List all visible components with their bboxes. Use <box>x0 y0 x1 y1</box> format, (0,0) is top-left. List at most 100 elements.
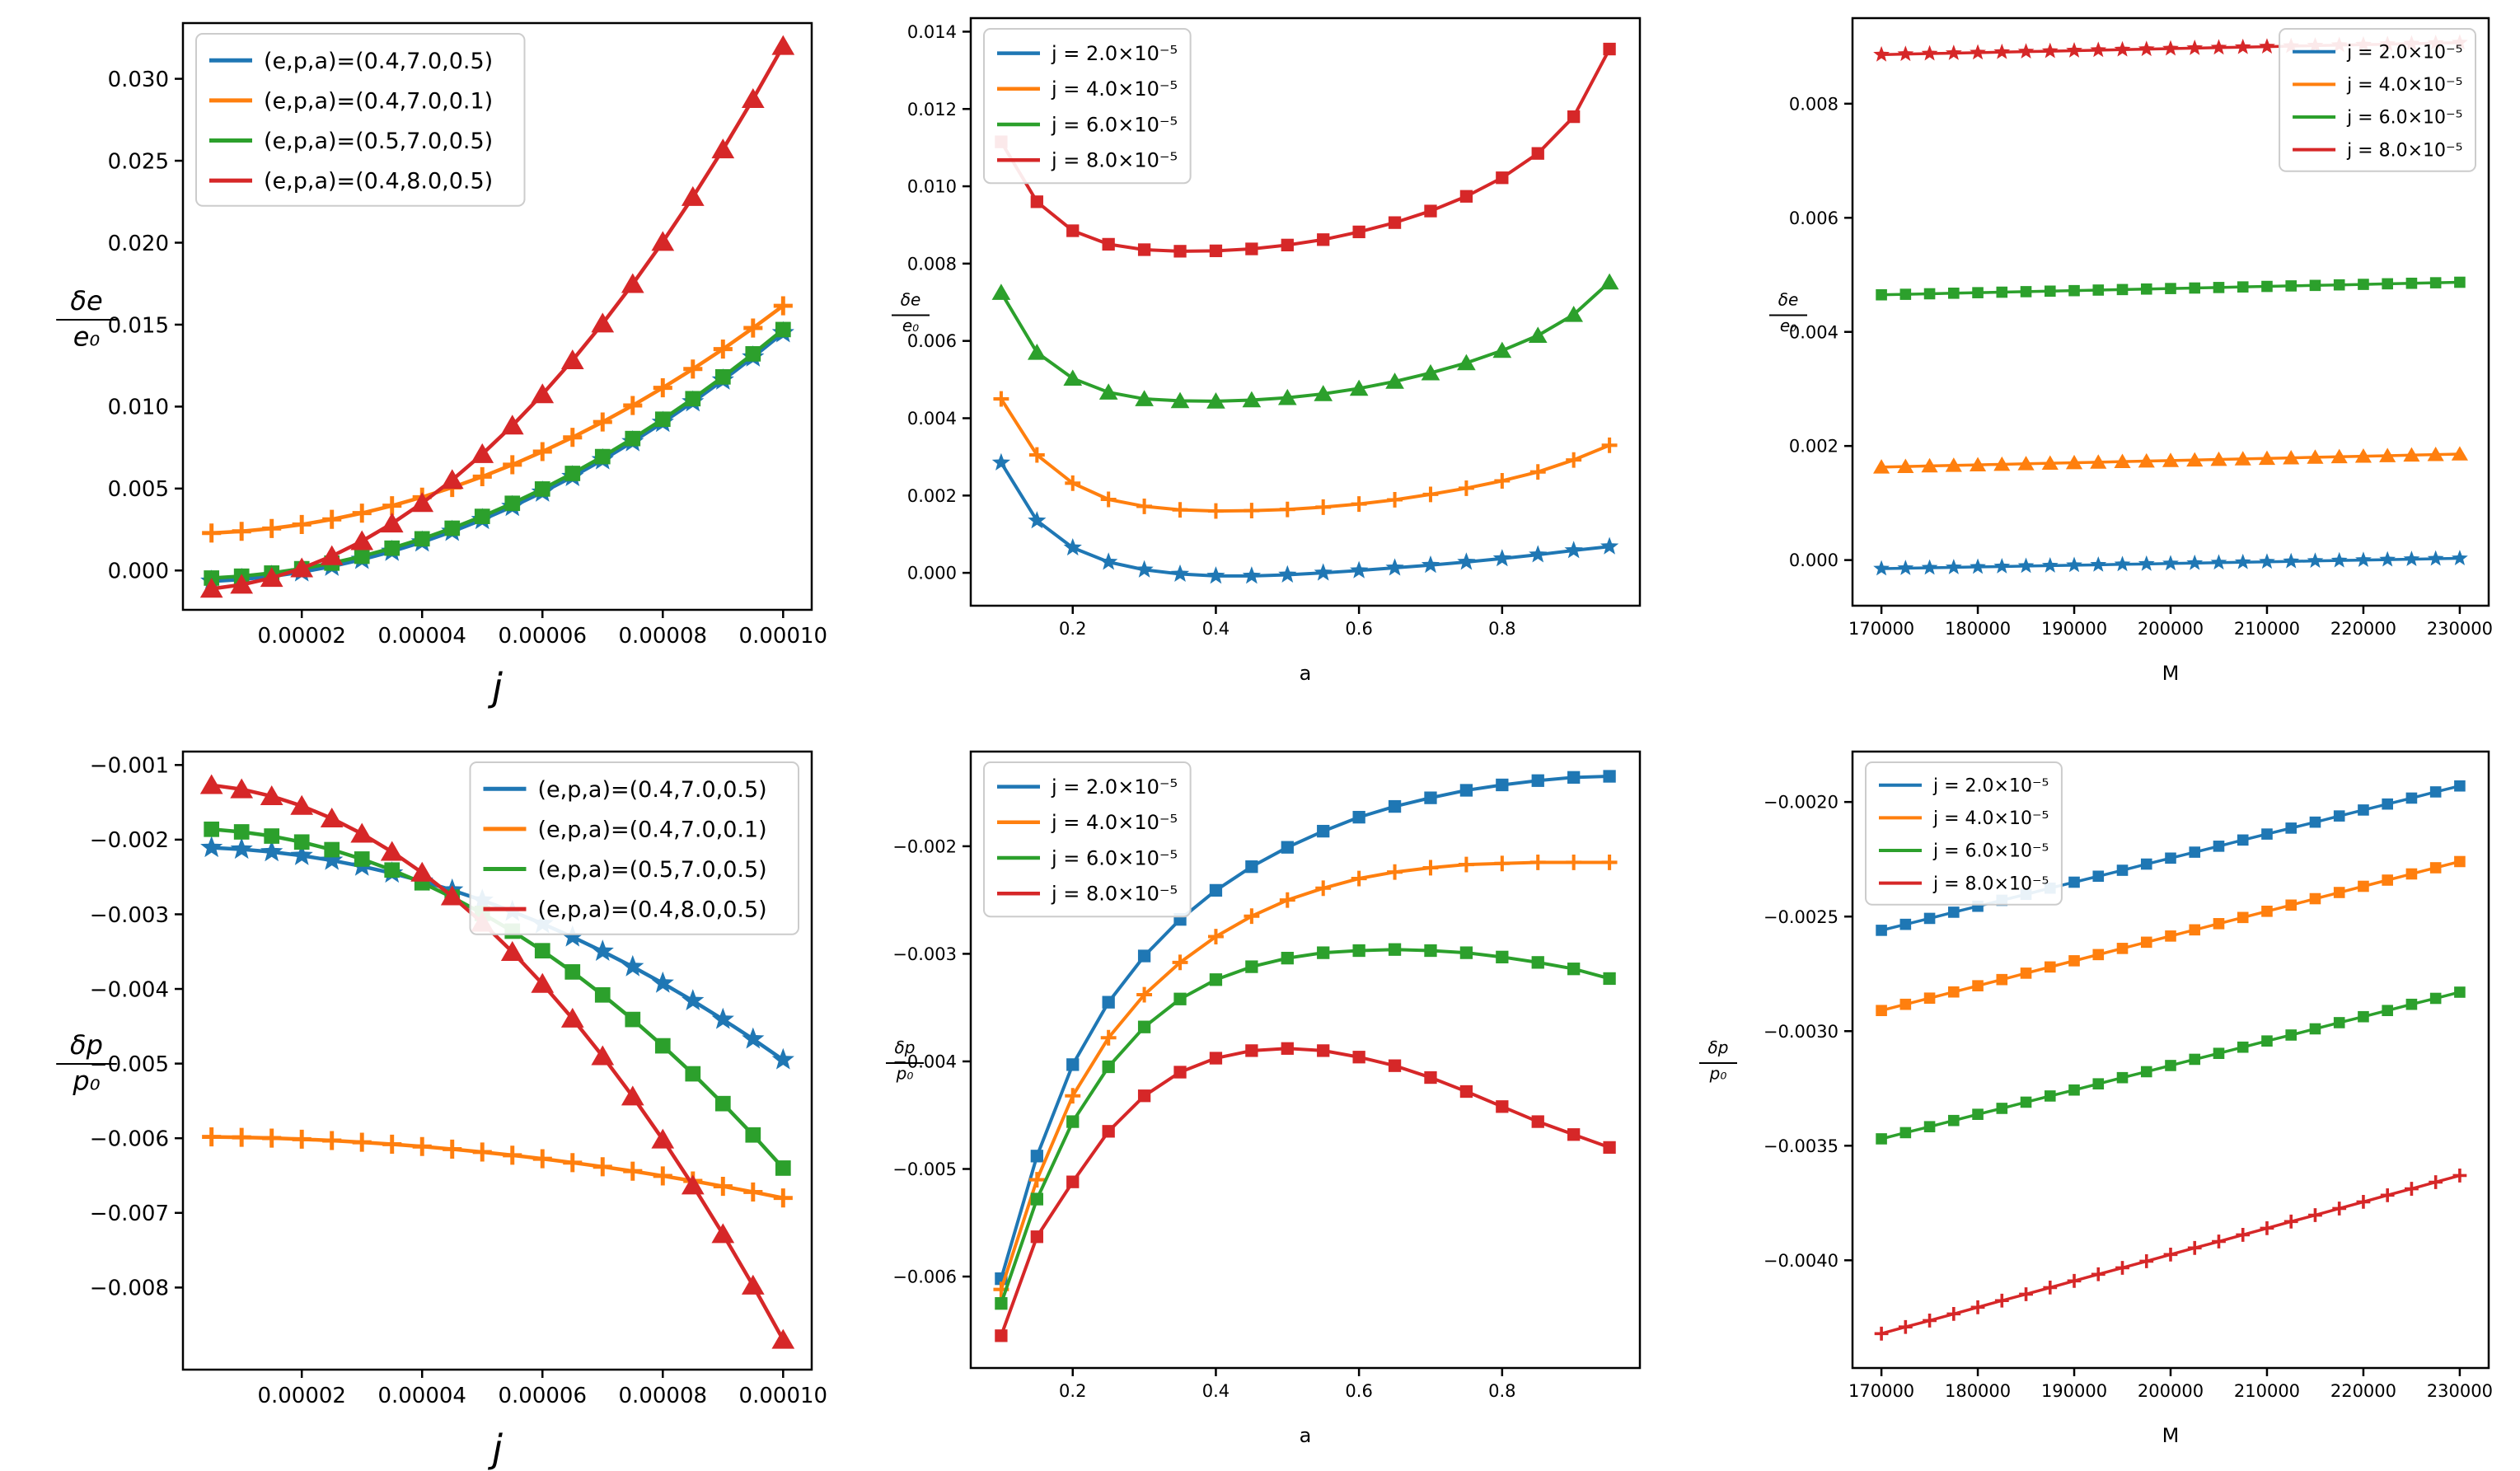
y-axis: 0.000 0.002 0.004 0.006 0.008 0.010 0.012 0.014 <box>907 22 971 583</box>
data-point-marker <box>1065 475 1081 491</box>
data-point-marker <box>1244 908 1260 925</box>
data-point-marker <box>1065 1088 1081 1104</box>
data-point-marker <box>1030 1150 1043 1163</box>
data-point-marker <box>2017 557 2035 574</box>
data-point-marker <box>685 1066 701 1082</box>
data-point-marker <box>1494 473 1511 489</box>
data-point-marker <box>1897 45 1914 62</box>
data-point-marker <box>2358 880 2369 892</box>
x-axis: 170000 180000 190000 200000 210000 220000 2300… <box>1848 1368 2493 1401</box>
y-axis: −0.0040 −0.0035 −0.0030 −0.0025 −0.0020 <box>1764 793 1853 1271</box>
data-point-marker <box>1993 456 2011 471</box>
data-point-marker <box>2454 855 2466 868</box>
data-point-marker <box>1028 511 1047 529</box>
x-tick-label: 0.00008 <box>619 1384 708 1408</box>
data-point-marker <box>2189 1053 2201 1066</box>
data-point-marker <box>1209 1052 1223 1065</box>
data-point-marker <box>1209 244 1223 258</box>
data-point-marker <box>202 1127 222 1147</box>
data-point-marker <box>472 466 492 486</box>
data-point-marker <box>1388 943 1402 956</box>
series-line <box>1000 860 1610 1291</box>
data-point-marker <box>2068 955 2080 967</box>
data-point-marker <box>532 1149 552 1169</box>
y-tick-label: −0.002 <box>892 836 957 856</box>
series-line <box>211 304 785 536</box>
plot-bottom-mid: 0.2 0.4 0.6 0.8−0.006−0.005−0.004−0.003−0.0… <box>886 750 1642 1447</box>
data-point-marker <box>711 1223 735 1244</box>
data-point-marker <box>993 391 1009 407</box>
y-tick-label: 0.004 <box>1789 322 1838 342</box>
y-tick-label: 0.010 <box>108 396 169 420</box>
legend-label: (e,p,a)=(0.4,7.0,0.5) <box>264 49 493 74</box>
x-tick-label: 210000 <box>2234 619 2300 639</box>
data-point-marker <box>2237 834 2249 846</box>
data-point-marker <box>1459 946 1473 959</box>
data-point-marker <box>1969 457 1987 471</box>
data-point-marker <box>264 828 280 844</box>
series-green <box>991 273 1619 409</box>
data-point-marker <box>2065 454 2083 470</box>
data-point-marker <box>1098 383 1118 400</box>
x-axis-label: j <box>487 665 503 710</box>
y-tick-label: −0.004 <box>892 1052 957 1072</box>
data-point-marker <box>1207 929 1224 944</box>
data-point-marker <box>2261 280 2273 293</box>
data-point-marker <box>443 1139 462 1159</box>
x-tick-label: 230000 <box>2427 619 2493 639</box>
data-point-marker <box>1388 1059 1402 1072</box>
y-axis-label-denominator: p₀ <box>1709 1064 1727 1084</box>
data-point-marker <box>1102 1060 1115 1074</box>
data-point-marker <box>2044 961 2056 973</box>
x-tick-label: 170000 <box>1848 619 1914 639</box>
data-point-marker <box>1027 343 1047 360</box>
data-point-marker <box>1921 457 1938 473</box>
data-point-marker <box>2187 1240 2202 1255</box>
data-point-marker <box>1279 892 1295 908</box>
data-point-marker <box>233 824 250 840</box>
data-point-marker <box>2382 278 2393 290</box>
y-tick-label: −0.004 <box>90 977 169 1002</box>
y-tick-label: 0.008 <box>907 254 957 274</box>
legend-label: j = 2.0×10⁻⁵ <box>1051 42 1178 65</box>
data-point-marker <box>1173 245 1187 258</box>
data-point-marker <box>561 925 584 947</box>
data-point-marker <box>771 1047 794 1070</box>
legend-label: j = 8.0×10⁻⁵ <box>1051 149 1178 172</box>
data-point-marker <box>1102 237 1115 251</box>
data-point-marker <box>2020 967 2032 979</box>
data-point-marker <box>1567 1128 1581 1141</box>
data-point-marker <box>324 841 340 858</box>
data-point-marker <box>1873 560 1890 576</box>
series-orange <box>202 296 793 543</box>
data-point-marker <box>1921 45 1938 61</box>
data-point-marker <box>500 415 524 435</box>
data-point-marker <box>1352 810 1365 824</box>
y-tick-label: 0.025 <box>108 149 169 174</box>
y-tick-label: −0.0020 <box>1764 793 1838 813</box>
data-point-marker <box>1996 1103 2008 1114</box>
data-point-marker <box>2285 822 2298 834</box>
data-point-marker <box>1352 1051 1365 1064</box>
data-point-marker <box>654 1038 671 1054</box>
x-tick-label: 210000 <box>2234 1381 2300 1401</box>
data-point-marker <box>1063 537 1082 556</box>
data-point-marker <box>262 518 282 538</box>
data-point-marker <box>1170 391 1190 409</box>
data-point-marker <box>1352 225 1365 239</box>
data-point-marker <box>711 138 735 159</box>
x-tick-label: 0.00004 <box>377 624 466 649</box>
data-point-marker <box>2429 786 2442 798</box>
data-point-marker <box>623 396 643 415</box>
data-point-marker <box>1245 242 1258 255</box>
data-point-marker <box>2068 284 2080 297</box>
data-point-marker <box>2236 1228 2251 1242</box>
data-point-marker <box>1066 224 1080 237</box>
data-point-marker <box>1424 944 1437 958</box>
x-tick-label: 180000 <box>1945 619 2011 639</box>
data-point-marker <box>1529 855 1546 870</box>
data-point-marker <box>2429 862 2442 874</box>
data-point-marker <box>2140 858 2152 870</box>
